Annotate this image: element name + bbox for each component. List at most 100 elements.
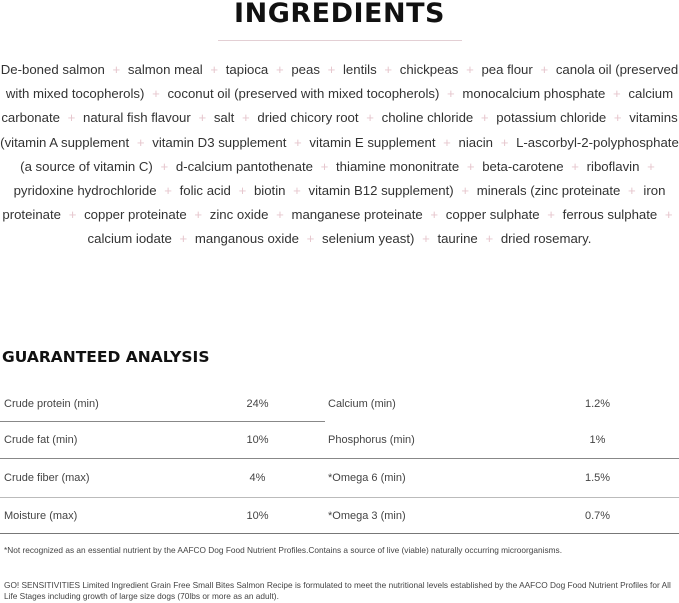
ingredient: niacin xyxy=(458,134,494,150)
plus-separator: + xyxy=(647,158,655,174)
title-divider xyxy=(218,40,462,41)
ingredient: minerals (zinc proteinate xyxy=(476,183,621,199)
plus-separator: + xyxy=(306,231,315,247)
plus-separator: + xyxy=(327,62,336,77)
nutrient-label: Calcium (min) xyxy=(328,397,396,410)
plus-separator: + xyxy=(547,207,555,223)
ingredient: natural fish flavour xyxy=(83,110,191,126)
nutrient-label: *Omega 3 (min) xyxy=(328,509,406,522)
ingredient: canola oil (preserved with mixed tocophe… xyxy=(5,62,679,102)
ingredient: dried rosemary. xyxy=(500,231,592,247)
ingredient: manganese proteinate xyxy=(291,207,423,223)
ingredient: chickpeas xyxy=(399,62,459,77)
nutrient-value: 24% xyxy=(246,397,269,410)
nutrient-value: 1.5% xyxy=(584,471,611,484)
ingredient: ferrous sulphate xyxy=(562,207,658,223)
plus-separator: + xyxy=(194,207,203,223)
plus-separator: + xyxy=(540,62,549,77)
ingredient: zinc oxide xyxy=(209,207,269,223)
plus-separator: + xyxy=(210,62,219,77)
ingredients-list: De-boned salmon + salmon meal + tapioca … xyxy=(0,58,679,252)
row-divider xyxy=(0,533,679,534)
ingredient: coconut oil (preserved with mixed tocoph… xyxy=(167,86,440,102)
plus-separator: + xyxy=(68,207,77,223)
ingredient: lentils xyxy=(342,62,377,77)
plus-separator: + xyxy=(67,110,76,126)
plus-separator: + xyxy=(664,207,673,223)
plus-separator: + xyxy=(430,207,439,223)
row-divider xyxy=(0,421,325,422)
ingredient: thiamine mononitrate xyxy=(336,158,460,174)
ingredient: vitamins (vitamin A supplement xyxy=(0,110,678,150)
ingredient: taurine xyxy=(437,231,478,247)
nutrient-value: 10% xyxy=(246,433,269,446)
nutrient-label: *Omega 6 (min) xyxy=(328,471,406,484)
plus-separator: + xyxy=(466,158,475,174)
plus-separator: + xyxy=(613,110,622,126)
ingredient: calcium iodate xyxy=(87,231,172,247)
plus-separator: + xyxy=(485,231,494,247)
plus-separator: + xyxy=(384,62,393,77)
analysis-row: Crude fat (min) 10% Phosphorus (min) 1% xyxy=(0,421,679,458)
ingredient: manganous oxide xyxy=(194,231,299,247)
ingredient: biotin xyxy=(253,183,286,199)
plus-separator: + xyxy=(480,110,489,126)
ingredient: tapioca xyxy=(225,62,269,77)
plus-separator: + xyxy=(242,110,250,126)
plus-separator: + xyxy=(179,231,188,247)
nutrient-label: Crude fat (min) xyxy=(4,433,78,446)
ingredients-title: INGREDIENTS xyxy=(234,0,445,29)
ingredient: selenium yeast) xyxy=(322,231,415,247)
nutrient-value: 10% xyxy=(246,509,269,522)
ingredient: salt xyxy=(213,110,235,126)
plus-separator: + xyxy=(198,110,207,126)
row-divider xyxy=(0,497,679,498)
plus-separator: + xyxy=(276,207,284,223)
ingredient: salmon meal xyxy=(127,62,203,77)
nutrient-value: 0.7% xyxy=(584,509,611,522)
aafco-statement: GO! SENSITIVITIES Limited Ingredient Gra… xyxy=(4,580,671,601)
plus-separator: + xyxy=(422,231,430,247)
ingredient: De-boned salmon xyxy=(0,62,105,77)
ingredient: copper sulphate xyxy=(445,207,540,223)
plus-separator: + xyxy=(112,62,121,77)
ingredient: iron proteinate xyxy=(2,183,666,223)
nutrient-value: 4% xyxy=(249,471,266,484)
ingredient: d-calcium pantothenate xyxy=(175,158,313,174)
analysis-row: Crude fiber (max) 4% *Omega 6 (min) 1.5% xyxy=(0,459,679,496)
guaranteed-analysis-title: GUARANTEED ANALYSIS xyxy=(2,348,210,366)
ingredient: copper proteinate xyxy=(84,207,187,223)
plus-separator: + xyxy=(275,62,284,77)
ingredient: potassium chloride xyxy=(496,110,607,126)
plus-separator: + xyxy=(366,110,374,126)
nutrient-label: Phosphorus (min) xyxy=(328,433,415,446)
ingredient: vitamin E supplement xyxy=(309,134,436,150)
nutrient-label: Crude protein (min) xyxy=(4,397,99,410)
plus-separator: + xyxy=(320,158,329,174)
nutrient-value: 1% xyxy=(589,433,606,446)
ingredient: pyridoxine hydrochloride xyxy=(13,183,157,199)
plus-separator: + xyxy=(628,183,636,199)
row-divider xyxy=(0,458,679,459)
ingredient: pea flour xyxy=(481,62,533,77)
plus-separator: + xyxy=(613,86,621,102)
nutrient-label: Crude fiber (max) xyxy=(4,471,90,484)
nutrient-value: 1.2% xyxy=(584,397,611,410)
ingredient: calcium carbonate xyxy=(1,86,674,126)
plus-separator: + xyxy=(160,158,169,174)
footnote: *Not recognized as an essential nutrient… xyxy=(4,545,562,555)
ingredient: dried chicory root xyxy=(257,110,359,126)
analysis-row: Moisture (max) 10% *Omega 3 (min) 0.7% xyxy=(0,497,679,534)
plus-separator: + xyxy=(461,183,470,199)
ingredient: vitamin B12 supplement) xyxy=(308,183,454,199)
plus-separator: + xyxy=(466,62,474,77)
analysis-row: Crude protein (min) 24% Calcium (min) 1.2% xyxy=(0,385,679,422)
plus-separator: + xyxy=(500,134,509,150)
ingredient: L-ascorbyl-2-polyphosphate (a source of … xyxy=(20,134,679,174)
plus-separator: + xyxy=(447,86,455,102)
ingredient: folic acid xyxy=(179,183,231,199)
plus-separator: + xyxy=(238,183,247,199)
ingredient: peas xyxy=(291,62,320,77)
plus-separator: + xyxy=(164,183,172,199)
plus-separator: + xyxy=(136,134,145,150)
